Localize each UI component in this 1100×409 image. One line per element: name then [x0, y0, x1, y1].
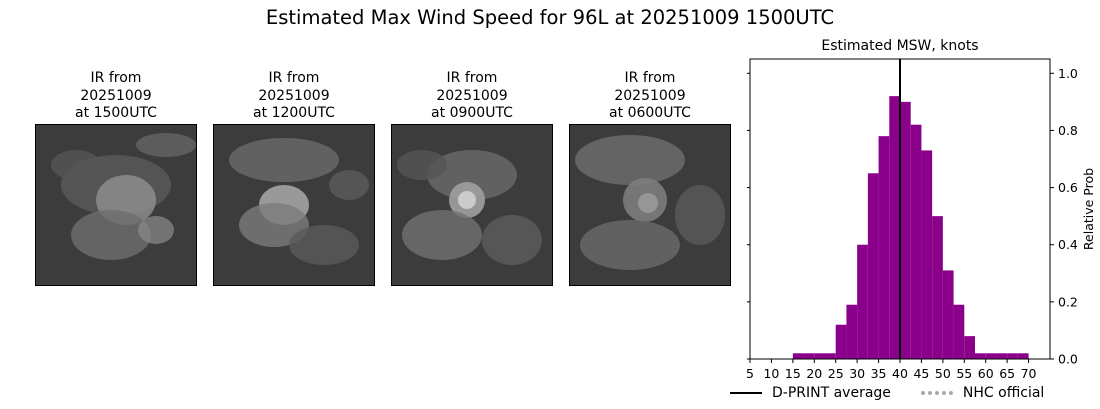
histogram-bar	[921, 150, 933, 359]
histogram-bar	[825, 353, 836, 359]
histogram-bar	[814, 353, 825, 359]
histogram-bar	[1007, 353, 1018, 359]
histogram-bar	[985, 353, 997, 359]
chart-title: Estimated MSW, knots	[821, 38, 978, 54]
y-axis-label: Relative Prob	[1081, 168, 1096, 250]
x-tick-label: 10	[763, 366, 779, 381]
histogram-bar	[835, 324, 847, 359]
histogram-bar	[900, 101, 911, 359]
x-tick-label: 45	[913, 366, 929, 381]
x-tick-label: 25	[828, 366, 844, 381]
histogram-bar	[932, 216, 943, 359]
ir-satellite-image	[35, 124, 197, 286]
x-tick-label: 15	[785, 366, 801, 381]
y-tick-label: 0.0	[1058, 352, 1078, 367]
legend-solid-line-swatch	[730, 392, 762, 394]
y-tick-label: 0.2	[1058, 294, 1078, 309]
histogram-bar	[975, 353, 986, 359]
histogram-bar	[867, 173, 879, 359]
histogram-bar	[857, 244, 868, 359]
x-tick-label: 70	[1021, 366, 1037, 381]
x-tick-label: 65	[999, 366, 1015, 381]
x-tick-label: 20	[806, 366, 822, 381]
histogram-bar	[792, 353, 804, 359]
histogram-bar	[803, 353, 815, 359]
y-tick-label: 1.0	[1058, 66, 1078, 81]
x-tick-label: 5	[746, 366, 754, 381]
x-tick-label: 35	[871, 366, 887, 381]
ir-panel-title: IR from 20251009 at 1500UTC	[75, 70, 157, 121]
ir-panel-0600: IR from 20251009 at 0600UTC	[569, 70, 731, 286]
histogram-bar	[889, 96, 900, 360]
histogram-bar	[942, 270, 954, 359]
histogram-bar	[846, 304, 858, 359]
ir-panel-1200: IR from 20251009 at 1200UTC	[213, 70, 375, 286]
x-tick-label: 55	[956, 366, 972, 381]
histogram-bar	[878, 136, 890, 359]
ir-panel-title: IR from 20251009 at 0900UTC	[431, 70, 513, 121]
x-tick-label: 30	[849, 366, 865, 381]
figure-title: Estimated Max Wind Speed for 96L at 2025…	[265, 6, 835, 29]
legend-dprint: D-PRINT average	[730, 385, 891, 401]
y-tick-label: 0.6	[1058, 180, 1078, 195]
ir-satellite-image	[569, 124, 731, 286]
x-tick-label: 50	[935, 366, 951, 381]
histogram-bar	[953, 304, 965, 359]
histogram-bar	[1017, 353, 1029, 359]
legend-dotted-line-swatch	[920, 391, 953, 395]
y-tick-label: 0.8	[1058, 123, 1078, 138]
ir-panel-title: IR from 20251009 at 1200UTC	[253, 70, 335, 121]
ir-panel-1500: IR from 20251009 at 1500UTC	[35, 70, 197, 286]
ir-panel-title: IR from 20251009 at 0600UTC	[609, 70, 691, 121]
histogram-bar	[996, 353, 1008, 359]
chart-legend: D-PRINT average NHC official	[730, 385, 1074, 401]
legend-nhc: NHC official	[920, 385, 1044, 401]
ir-satellite-image	[213, 124, 375, 286]
x-tick-label: 40	[892, 366, 908, 381]
y-tick-label: 0.4	[1058, 237, 1078, 252]
x-tick-label: 60	[978, 366, 994, 381]
histogram-bar	[964, 336, 975, 359]
ir-satellite-image	[391, 124, 553, 286]
ir-panel-0900: IR from 20251009 at 0900UTC	[391, 70, 553, 286]
histogram-bar	[910, 124, 922, 359]
